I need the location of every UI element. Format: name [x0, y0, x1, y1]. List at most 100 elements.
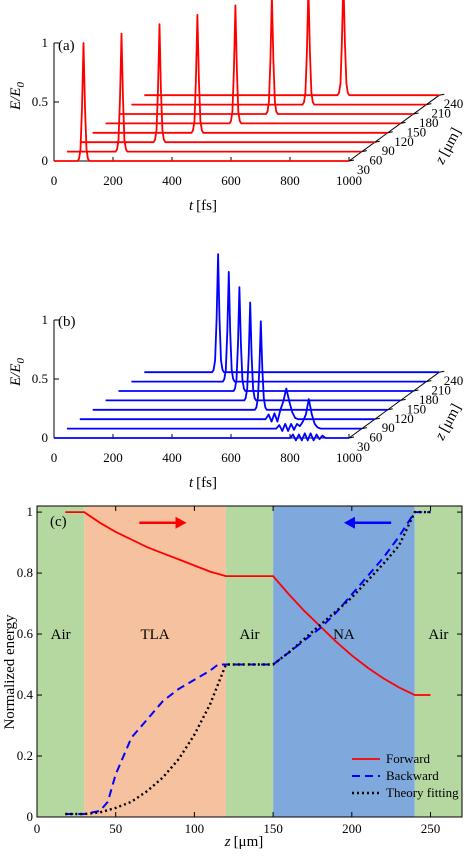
panel-a-series-z210	[131, 0, 427, 106]
panel-c: Air TLA Air NA Air 0 50 100 150 200 250 0 0.2 0.4 0.6 0…	[2, 504, 463, 850]
panel-b-ylabel: E/E0	[8, 358, 27, 388]
panel-a-z-tick	[439, 93, 445, 96]
panel-b-series-z180	[118, 286, 414, 392]
panel-a-z-tick	[361, 150, 367, 153]
panel-b-zlabel: z[μm]	[432, 401, 465, 443]
panel-c-xlabel-unit: [μm]	[234, 834, 264, 850]
panel-b-series-z210	[131, 271, 427, 383]
panel-a-z-tick	[374, 140, 380, 143]
legend-label-forward: Forward	[386, 751, 431, 766]
y-tick-label: 0	[27, 809, 34, 824]
panel-a-series-z180	[118, 0, 414, 115]
panel-c-plot: Air TLA Air NA Air 0 50 100 150 200 250 0 0.2 0.4 0.6 0…	[17, 504, 463, 836]
panel-a-ylabel-sub: 0	[15, 82, 27, 88]
panel-b-plot: 0 0.5 1 0 200 400 600 800 1000306090120150180210…	[32, 253, 463, 465]
svg-text:z[μm]: z[μm]	[432, 125, 465, 167]
panel-a-ylabel: E/E0	[8, 82, 27, 112]
panel-a-x-tick-label: 800	[280, 173, 300, 188]
panel-b-z-tick	[387, 408, 393, 411]
panel-a-z-tick-label: 90	[382, 143, 395, 158]
region-label-0: Air	[51, 627, 71, 643]
plot-frame	[36, 505, 463, 818]
panel-b-z-tick	[400, 398, 406, 401]
panel-b: (b) E/E0 t [fs] z[μm] 00.510 200 400 600 800 1…	[8, 253, 465, 491]
panel-a-z-tick	[413, 112, 419, 115]
panel-b-z-tick	[374, 417, 380, 420]
panel-a-xlabel-unit: [fs]	[196, 198, 217, 214]
region-air-2	[225, 506, 274, 817]
region-label-4: Air	[428, 627, 448, 643]
panel-c-xlabel: z [μm]	[224, 834, 264, 850]
panel-b-z-tick-label: 60	[369, 430, 382, 445]
panel-c-label: (c)	[50, 514, 67, 530]
panel-a-x-tick-label: 400	[162, 173, 182, 188]
panel-b-z-tick	[439, 370, 445, 373]
panel-a-label: (a)	[58, 38, 75, 54]
region-label-3: NA	[333, 627, 355, 643]
panel-b-z-tick	[348, 436, 355, 439]
panel-a-zlabel-unit: [μm]	[437, 125, 465, 159]
panel-b-x-tick-label: 200	[103, 450, 123, 465]
panel-a-ylabel-main: E/E	[8, 88, 24, 112]
panel-b-ylabel-main: E/E	[8, 364, 24, 388]
panel-b-y-tick-label: 0	[42, 430, 49, 445]
panel-b-x-tick-label: 800	[280, 450, 300, 465]
arrow-left-head	[343, 516, 355, 529]
arrow-right-head	[175, 516, 187, 529]
panel-b-y-tick-label: 1	[42, 312, 49, 327]
panel-a-y-tick-label: 1	[42, 35, 49, 50]
region-air-0	[37, 506, 85, 817]
panel-a-y-tick-label: 0.5	[32, 94, 48, 109]
region-na-3	[273, 506, 415, 817]
panel-a-x-tick-label: 0	[51, 173, 58, 188]
panel-a-x-tick-label: 600	[221, 173, 241, 188]
x-tick-label: 100	[185, 821, 205, 836]
panel-a-x-tick-label: 1000	[336, 173, 362, 188]
panel-a-z-tick	[426, 103, 432, 106]
y-tick-label: 0.8	[17, 565, 33, 580]
y-tick-label: 0.6	[17, 626, 34, 641]
panel-b-z-tick-label: 150	[407, 401, 427, 416]
panel-a-zlabel: z[μm]	[432, 125, 465, 167]
panel-b-x-tick-label: 0	[51, 450, 58, 465]
region-air-4	[414, 506, 462, 817]
panel-a-z-tick-label: 180	[419, 115, 439, 130]
svg-text:Normalized energy: Normalized energy	[2, 614, 18, 730]
panel-b-z-tick-label: 180	[419, 392, 439, 407]
panel-a-xlabel-var: t	[189, 198, 194, 214]
panel-b-z-tick-label: 30	[357, 439, 370, 454]
panel-b-z-tick-label: 120	[394, 411, 414, 426]
panel-b-ylabel-sub: 0	[15, 358, 27, 364]
x-tick-label: 200	[342, 821, 362, 836]
panel-a-z-tick	[348, 159, 355, 162]
panel-a-series-z240	[144, 0, 440, 97]
panel-a-z-tick-label: 60	[369, 153, 382, 168]
panel-b-x-tick-label: 600	[221, 450, 241, 465]
panel-b-y-tick-label: 0.5	[32, 371, 48, 386]
panel-a-series-z120	[92, 13, 388, 134]
panel-a: (a) E/E0 t [fs] z[μm] 00.510 200 400 600 800 1…	[8, 0, 465, 214]
panel-b-z-tick-label: 210	[431, 383, 451, 398]
x-tick-label: 250	[421, 821, 441, 836]
panel-a-xlabel: t [fs]	[189, 198, 217, 214]
region-tla-1	[84, 506, 226, 817]
legend-label-backward: Backward	[386, 768, 439, 783]
x-tick-label: 50	[109, 821, 122, 836]
panel-b-z-tick	[361, 427, 367, 430]
x-tick-label: 0	[34, 821, 41, 836]
panel-b-series-z90	[79, 387, 375, 423]
panel-a-series-z30	[54, 42, 349, 162]
panel-a-plot: 0 0.5 1 0 200 400 600 800 1000306090120150180210…	[32, 0, 463, 188]
panel-a-series-z60	[66, 32, 362, 153]
panel-b-z-axis	[348, 371, 440, 439]
panel-a-series-z90	[79, 23, 375, 144]
panel-b-series-z60	[66, 398, 362, 432]
panel-b-series-z240	[144, 253, 440, 374]
x-tick-label: 150	[263, 821, 283, 836]
panel-a-z-tick-label: 210	[431, 106, 451, 121]
y-tick-label: 0.2	[17, 748, 33, 763]
panel-b-series-z30	[54, 432, 349, 442]
panel-c-ylabel: Normalized energy	[2, 614, 18, 730]
panel-b-xlabel-unit: [fs]	[196, 475, 217, 491]
